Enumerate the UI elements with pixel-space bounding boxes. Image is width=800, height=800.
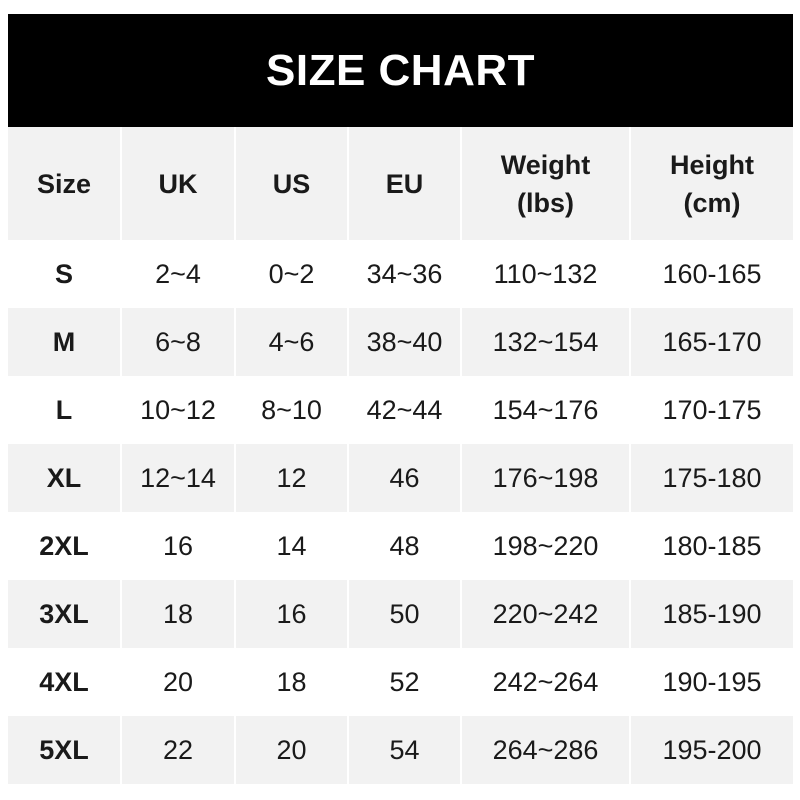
column-header-label: UK — [158, 168, 198, 199]
cell-weight: 198~220 — [460, 512, 630, 580]
cell-size: 3XL — [8, 580, 121, 648]
column-header-eu: EU — [347, 127, 461, 240]
cell-us: 20 — [234, 716, 348, 784]
cell-height: 180-185 — [629, 512, 793, 580]
column-header-weight: Weight (lbs) — [460, 127, 630, 240]
column-header-us: US — [234, 127, 348, 240]
cell-height: 185-190 — [629, 580, 793, 648]
column-header-label: Height — [670, 149, 754, 180]
cell-height: 190-195 — [629, 648, 793, 716]
table-row: 5XL 22 20 54 264~286 195-200 — [8, 716, 793, 784]
column-header-uk: UK — [120, 127, 235, 240]
cell-weight: 264~286 — [460, 716, 630, 784]
cell-weight: 242~264 — [460, 648, 630, 716]
cell-uk: 6~8 — [120, 308, 235, 376]
cell-weight: 176~198 — [460, 444, 630, 512]
cell-eu: 50 — [347, 580, 461, 648]
size-chart-table: Size UK US EU Weight (lbs) Height (cm) S 2~4 0~2 3… — [8, 127, 793, 784]
cell-size: L — [55, 394, 73, 425]
cell-eu: 52 — [347, 648, 461, 716]
cell-us: 0~2 — [234, 240, 348, 308]
table-row: 4XL 20 18 52 242~264 190-195 — [8, 648, 793, 716]
cell-uk: 2~4 — [120, 240, 235, 308]
size-chart-title: SIZE CHART — [8, 14, 793, 127]
cell-us: 14 — [234, 512, 348, 580]
cell-uk: 12~14 — [120, 444, 235, 512]
column-header-label: EU — [385, 168, 424, 199]
cell-us: 8~10 — [234, 376, 348, 444]
cell-weight: 220~242 — [460, 580, 630, 648]
cell-eu: 34~36 — [347, 240, 461, 308]
cell-height: 160-165 — [629, 240, 793, 308]
cell-us: 4~6 — [234, 308, 348, 376]
column-header-label: Size — [36, 168, 92, 199]
cell-size: 2XL — [39, 530, 89, 561]
column-header-size: Size — [8, 127, 121, 240]
cell-size: M — [8, 308, 121, 376]
cell-size: S — [54, 258, 73, 289]
header-row: Size UK US EU Weight (lbs) Height (cm) — [8, 127, 793, 240]
cell-us: 12 — [234, 444, 348, 512]
cell-us: 16 — [234, 580, 348, 648]
table-row: S 2~4 0~2 34~36 110~132 160-165 — [8, 240, 793, 308]
cell-weight: 154~176 — [460, 376, 630, 444]
table-row: 3XL 18 16 50 220~242 185-190 — [8, 580, 793, 648]
cell-uk: 22 — [120, 716, 235, 784]
table-row: 2XL 16 14 48 198~220 180-185 — [8, 512, 793, 580]
column-header-label: Weight — [500, 149, 591, 180]
cell-height: 175-180 — [629, 444, 793, 512]
cell-eu: 46 — [347, 444, 461, 512]
cell-uk: 10~12 — [120, 376, 235, 444]
cell-weight: 110~132 — [460, 240, 630, 308]
cell-uk: 16 — [120, 512, 235, 580]
table-row: M 6~8 4~6 38~40 132~154 165-170 — [8, 308, 793, 376]
cell-size: XL — [8, 444, 121, 512]
cell-uk: 18 — [120, 580, 235, 648]
column-header-height: Height (cm) — [629, 127, 793, 240]
cell-eu: 42~44 — [347, 376, 461, 444]
cell-height: 165-170 — [629, 308, 793, 376]
column-header-unit: (lbs) — [517, 187, 574, 218]
table-row: XL 12~14 12 46 176~198 175-180 — [8, 444, 793, 512]
cell-eu: 38~40 — [347, 308, 461, 376]
cell-eu: 54 — [347, 716, 461, 784]
column-header-label: US — [272, 168, 311, 199]
cell-weight: 132~154 — [460, 308, 630, 376]
cell-eu: 48 — [347, 512, 461, 580]
cell-size: 4XL — [39, 666, 89, 697]
cell-height: 170-175 — [629, 376, 793, 444]
cell-uk: 20 — [120, 648, 235, 716]
table-row: L 10~12 8~10 42~44 154~176 170-175 — [8, 376, 793, 444]
cell-size: 5XL — [8, 716, 121, 784]
column-header-unit: (cm) — [683, 187, 741, 218]
cell-us: 18 — [234, 648, 348, 716]
cell-height: 195-200 — [629, 716, 793, 784]
